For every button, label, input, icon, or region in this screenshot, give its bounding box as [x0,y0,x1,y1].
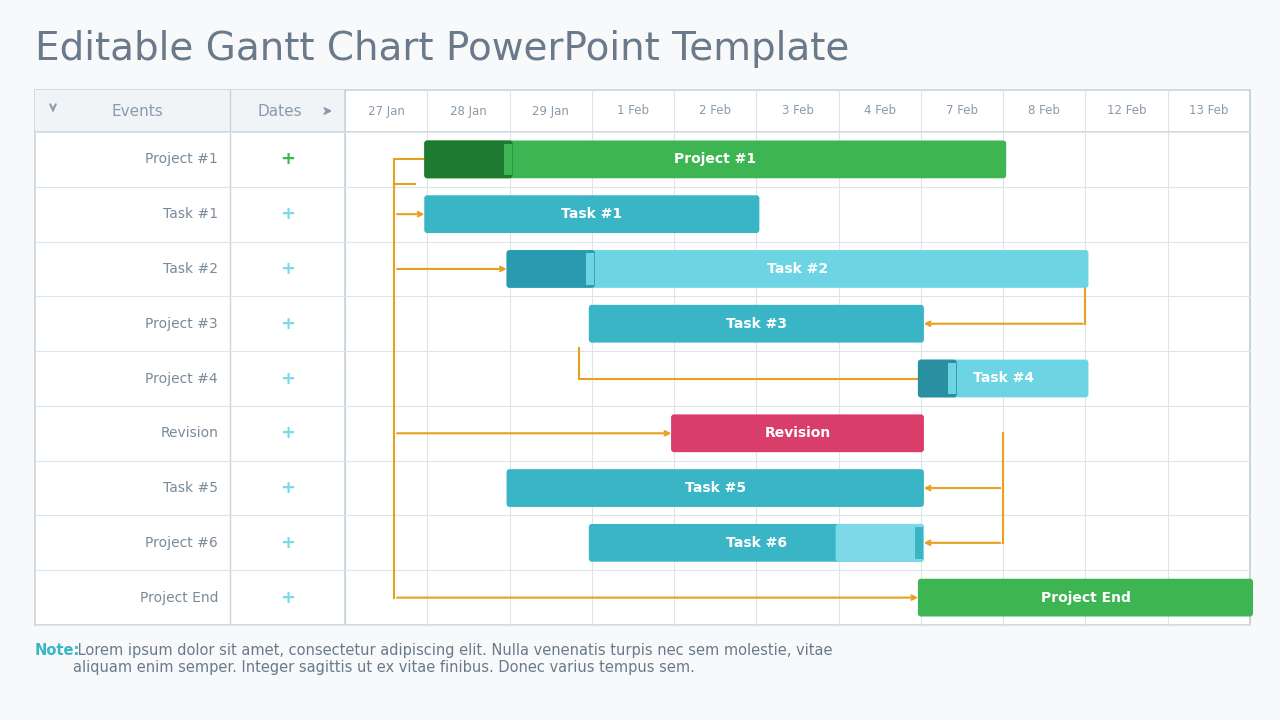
Text: Project End: Project End [1041,590,1130,605]
Text: Project #1: Project #1 [145,153,218,166]
Text: Editable Gantt Chart PowerPoint Template: Editable Gantt Chart PowerPoint Template [35,30,850,68]
Text: Project #3: Project #3 [146,317,218,330]
Text: Task #3: Task #3 [726,317,787,330]
Bar [915,527,923,559]
Text: 4 Feb: 4 Feb [864,104,896,117]
Bar [35,90,346,132]
Text: +: + [280,315,294,333]
Text: 8 Feb: 8 Feb [1028,104,1060,117]
Text: 2 Feb: 2 Feb [699,104,731,117]
Text: Project #1: Project #1 [675,153,756,166]
FancyBboxPatch shape [836,524,924,562]
Text: 13 Feb: 13 Feb [1189,104,1229,117]
FancyBboxPatch shape [507,469,924,507]
Text: +: + [280,479,294,497]
Text: Lorem ipsum dolor sit amet, consectetur adipiscing elit. Nulla venenatis turpis : Lorem ipsum dolor sit amet, consectetur … [73,643,832,675]
Text: 1 Feb: 1 Feb [617,104,649,117]
FancyBboxPatch shape [918,359,957,397]
Text: +: + [280,205,294,223]
Text: Project End: Project End [140,590,218,605]
Text: 3 Feb: 3 Feb [782,104,813,117]
Text: Task #1: Task #1 [561,207,622,221]
Text: Task #5: Task #5 [163,481,218,495]
Text: 27 Jan: 27 Jan [367,104,404,117]
Bar [503,143,512,175]
Text: Task #4: Task #4 [973,372,1034,385]
Text: Project #4: Project #4 [146,372,218,385]
Text: +: + [280,150,294,168]
Text: Dates: Dates [257,104,302,119]
FancyBboxPatch shape [507,250,595,288]
Text: +: + [280,424,294,442]
Bar [35,90,1251,625]
Text: Task #2: Task #2 [767,262,828,276]
FancyBboxPatch shape [589,524,924,562]
Text: 12 Feb: 12 Feb [1107,104,1147,117]
Text: Revision: Revision [764,426,831,440]
FancyBboxPatch shape [671,415,924,452]
Text: +: + [280,260,294,278]
FancyBboxPatch shape [424,140,512,179]
Text: +: + [280,534,294,552]
Text: Task #5: Task #5 [685,481,746,495]
Text: Project #6: Project #6 [145,536,218,550]
FancyBboxPatch shape [918,579,1253,616]
Text: Task #6: Task #6 [726,536,787,550]
FancyBboxPatch shape [424,140,1006,179]
Text: Events: Events [111,104,164,119]
FancyBboxPatch shape [589,305,924,343]
Bar [586,253,594,285]
FancyBboxPatch shape [507,250,1088,288]
Text: 29 Jan: 29 Jan [532,104,570,117]
FancyBboxPatch shape [424,195,759,233]
Text: Revision: Revision [160,426,218,440]
Text: 7 Feb: 7 Feb [946,104,978,117]
Text: 28 Jan: 28 Jan [451,104,486,117]
Text: +: + [280,589,294,607]
Text: Note:: Note: [35,643,81,658]
Bar [947,363,956,395]
FancyBboxPatch shape [918,359,1088,397]
Text: Task #1: Task #1 [163,207,218,221]
Text: +: + [280,369,294,387]
Text: Task #2: Task #2 [163,262,218,276]
